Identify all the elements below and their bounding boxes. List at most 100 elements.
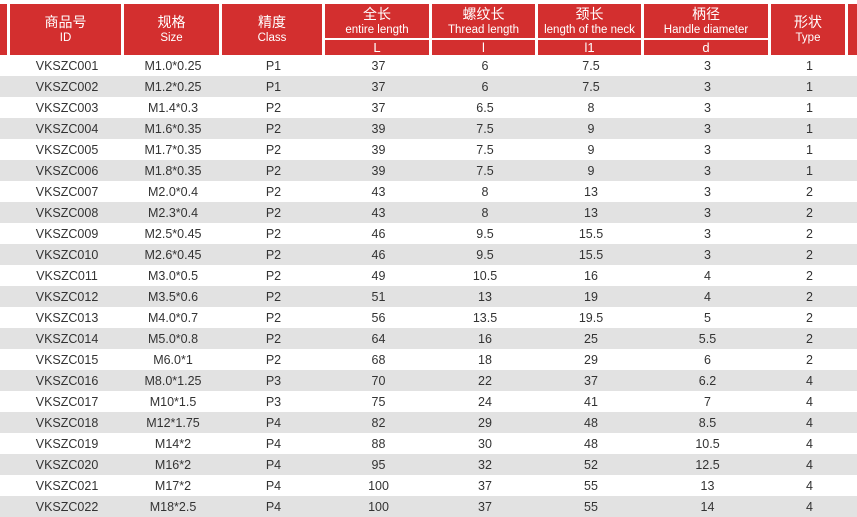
cell-type: 2: [806, 268, 813, 283]
cell-size: M2.0*0.4: [147, 184, 199, 199]
cell-class: P1: [265, 79, 282, 94]
cell-entire-length: 100: [368, 478, 389, 493]
cell-class: P2: [265, 163, 282, 178]
cell-entire-length: 37: [371, 100, 386, 115]
cell-id: VKSZC013: [35, 310, 99, 325]
cell-entire-length: 51: [371, 289, 386, 304]
cell-type: 1: [806, 79, 813, 94]
cell-size: M3.5*0.6: [147, 289, 199, 304]
cell-neck-length: 7.5: [582, 79, 600, 94]
cell-type: 1: [806, 121, 813, 136]
cell-entire-length: 70: [371, 373, 386, 388]
cell-handle-diameter: 3: [704, 247, 711, 262]
cell-size: M1.8*0.35: [144, 163, 202, 178]
cell-id: VKSZC021: [35, 478, 99, 493]
table-row: VKSZC002 M1.2*0.25 P1 37 6 7.5 3 1: [0, 76, 857, 97]
cell-thread-length: 24: [478, 394, 492, 409]
cell-thread-length: 22: [478, 373, 492, 388]
cell-thread-length: 37: [478, 478, 492, 493]
cell-size: M2.3*0.4: [147, 205, 199, 220]
col-header-id: 商品号 ID: [10, 4, 121, 55]
cell-neck-length: 25: [584, 331, 598, 346]
table-row: VKSZC007 M2.0*0.4 P2 43 8 13 3 2: [0, 181, 857, 202]
table-row: VKSZC022 M18*2.5 P4 100 37 55 14 4: [0, 496, 857, 517]
cell-neck-length: 9: [587, 121, 595, 136]
cell-thread-length: 9.5: [476, 226, 494, 241]
col-header-thread-length-zh: 螺纹长: [462, 5, 505, 22]
cell-neck-length: 13: [584, 205, 598, 220]
cell-class: P3: [265, 373, 282, 388]
cell-handle-diameter: 13: [700, 478, 715, 493]
cell-neck-length: 41: [584, 394, 598, 409]
cell-type: 4: [806, 478, 813, 493]
col-header-handle-diameter-zh: 柄径: [692, 5, 720, 22]
cell-type: 4: [806, 457, 813, 472]
cell-handle-diameter: 14: [700, 499, 715, 514]
cell-class: P2: [265, 352, 282, 367]
cell-size: M3.0*0.5: [147, 268, 199, 283]
col-header-class-zh: 精度: [258, 14, 286, 30]
cell-size: M16*2: [154, 457, 192, 472]
col-header-neck-length-en: length of the neck: [544, 23, 635, 36]
cell-type: 4: [806, 394, 813, 409]
cell-handle-diameter: 3: [704, 58, 711, 73]
col-header-type-zh: 形状: [794, 14, 822, 30]
col-header-entire-length-symbol: L: [325, 38, 429, 55]
cell-handle-diameter: 12.5: [695, 457, 720, 472]
cell-class: P2: [265, 247, 282, 262]
cell-size: M14*2: [154, 436, 192, 451]
cell-size: M2.6*0.45: [144, 247, 202, 262]
cell-class: P4: [265, 478, 282, 493]
cell-id: VKSZC020: [35, 457, 99, 472]
cell-entire-length: 75: [371, 394, 386, 409]
col-header-handle-diameter-label: 柄径 Handle diameter: [644, 4, 768, 38]
cell-size: M18*2.5: [149, 499, 197, 514]
col-header-handle-diameter-en: Handle diameter: [663, 23, 749, 36]
cell-neck-length: 48: [584, 436, 598, 451]
col-header-neck-length-symbol: l1: [538, 38, 641, 55]
cell-entire-length: 39: [371, 121, 386, 136]
cell-thread-length: 32: [478, 457, 492, 472]
cell-type: 2: [806, 184, 813, 199]
header-right-edge: [848, 4, 857, 55]
col-header-id-zh: 商品号: [44, 14, 87, 30]
cell-size: M8.0*1.25: [144, 373, 202, 388]
cell-size: M17*2: [154, 478, 192, 493]
col-header-entire-length: 全长 entire length L: [325, 4, 429, 55]
cell-neck-length: 55: [584, 478, 598, 493]
cell-entire-length: 95: [371, 457, 386, 472]
cell-handle-diameter: 3: [704, 205, 711, 220]
cell-neck-length: 9: [587, 142, 595, 157]
table-row: VKSZC005 M1.7*0.35 P2 39 7.5 9 3 1: [0, 139, 857, 160]
cell-neck-length: 52: [584, 457, 598, 472]
cell-thread-length: 18: [478, 352, 492, 367]
cell-entire-length: 68: [371, 352, 386, 367]
cell-type: 1: [806, 163, 813, 178]
cell-neck-length: 19.5: [578, 310, 604, 325]
col-header-entire-length-zh: 全长: [363, 5, 391, 22]
col-header-handle-diameter: 柄径 Handle diameter d: [644, 4, 768, 55]
cell-class: P4: [265, 457, 282, 472]
cell-handle-diameter: 3: [704, 184, 711, 199]
table-row: VKSZC020 M16*2 P4 95 32 52 12.5 4: [0, 454, 857, 475]
table-row: VKSZC003 M1.4*0.3 P2 37 6.5 8 3 1: [0, 97, 857, 118]
cell-thread-length: 6: [481, 79, 489, 94]
cell-handle-diameter: 6: [704, 352, 711, 367]
cell-class: P4: [265, 415, 282, 430]
col-header-thread-length-label: 螺纹长 Thread length: [432, 4, 535, 38]
cell-thread-length: 10.5: [472, 268, 498, 283]
cell-id: VKSZC002: [35, 79, 99, 94]
cell-type: 2: [806, 247, 813, 262]
col-header-thread-length-symbol: l: [432, 38, 535, 55]
cell-class: P4: [265, 499, 282, 514]
cell-type: 4: [806, 373, 813, 388]
cell-neck-length: 15.5: [578, 226, 604, 241]
cell-id: VKSZC003: [35, 100, 99, 115]
table-body: VKSZC001 M1.0*0.25 P1 37 6 7.5 3 1 VKSZC…: [0, 55, 857, 517]
cell-id: VKSZC010: [35, 247, 99, 262]
table-row: VKSZC009 M2.5*0.45 P2 46 9.5 15.5 3 2: [0, 223, 857, 244]
cell-neck-length: 15.5: [578, 247, 604, 262]
cell-class: P2: [265, 100, 282, 115]
cell-neck-length: 29: [584, 352, 598, 367]
cell-type: 4: [806, 415, 813, 430]
